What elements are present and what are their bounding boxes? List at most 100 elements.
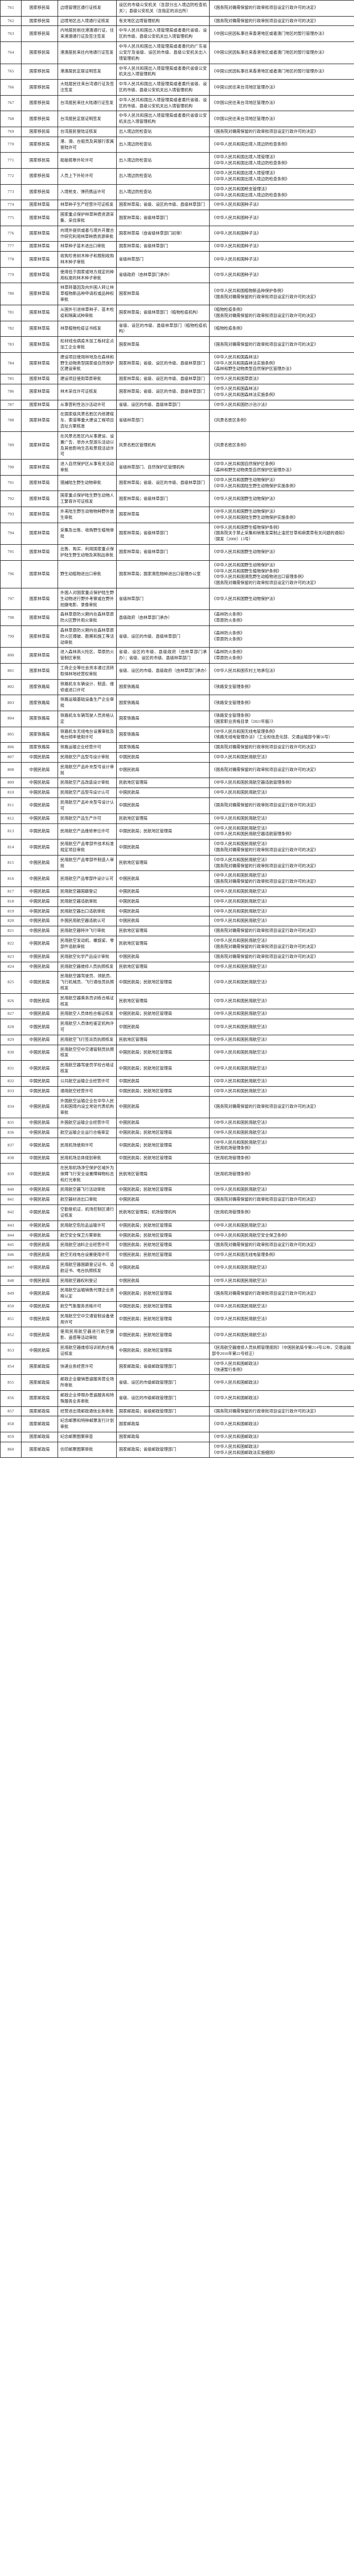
row-implementing-agency: 中国民航局 bbox=[21, 1009, 58, 1020]
legal-basis-line: 《中华人民共和国野生动物保护法》 bbox=[212, 477, 278, 482]
row-serial-number: 844 bbox=[0, 1230, 22, 1241]
table-row: 819 中国民航局 民用航空器出口适航审批 中国民航局 《中华人民共和国民用航空法》 bbox=[0, 906, 354, 917]
row-legal-basis: 《中华人民共和国民用航空法》 bbox=[209, 1301, 354, 1312]
legal-basis-line: 《国务院对确需保留的行政审批项目设定行政许可的决定》 bbox=[212, 928, 319, 934]
legal-basis-line: 《中华人民共和国民用航空法》 bbox=[212, 1139, 269, 1145]
row-serial-number: 781 bbox=[0, 304, 22, 321]
table-row: 790 国家林草局 进入自然保护区从事有关活动审批 省级林草部门、自然保护区管理机构《… bbox=[0, 459, 354, 476]
row-legal-basis: 《中华人民共和国民用航空法》 bbox=[209, 1034, 354, 1045]
table-row: 784 国家林草局 建设项目使用林地及在森林和野生动物类型国家级自然保护区建设审批国… bbox=[0, 352, 354, 375]
row-item-name: 快递业务经营许可 bbox=[58, 1358, 117, 1375]
row-serial-number: 771 bbox=[0, 152, 22, 169]
row-implementing-level: 中国民航局；民航地区管理局 bbox=[116, 1327, 210, 1344]
row-implementing-level: 中国民航局 bbox=[116, 896, 210, 907]
table-row: 840 中国民航局 民用航空器飞行活动审批 中国民航局；民航地区管理局 《中华人民共和国… bbox=[0, 1185, 354, 1196]
row-implementing-level: 省级林草部门 bbox=[116, 587, 210, 611]
legal-basis-line: 《中华人民共和国民用航空法》 bbox=[212, 790, 269, 795]
row-legal-basis: 《中华人民共和国种子法》 bbox=[209, 241, 354, 252]
row-serial-number: 825 bbox=[0, 971, 22, 994]
legal-basis-line: 《中华人民共和国无线电管理条例》 bbox=[212, 1252, 278, 1258]
legal-basis-line: 《中华人民共和国邮政法》 bbox=[212, 1360, 261, 1366]
legal-basis-line: 《中华人民共和国枪支管理法》 bbox=[212, 186, 269, 191]
legal-basis-line: 《中国公民因私事往来香港地区或者澳门地区的暂行管理办法》 bbox=[212, 68, 326, 74]
legal-basis-line: 《中华人民共和国农村土地承包法》 bbox=[212, 668, 278, 674]
row-implementing-agency: 中国民航局 bbox=[21, 1285, 58, 1302]
row-implementing-agency: 国家铁路局 bbox=[21, 742, 58, 753]
row-implementing-agency: 国家林草局 bbox=[21, 560, 58, 588]
row-implementing-level: 国家林草局；省级、设区的市级、县级林草部门 bbox=[116, 374, 210, 384]
table-row: 810 中国民航局 民用航空产品型号设计认可 中国民航局 《中华人民共和国民用航空法》 bbox=[0, 788, 354, 799]
row-implementing-agency: 中国民航局 bbox=[21, 1327, 58, 1344]
row-serial-number: 769 bbox=[0, 127, 22, 137]
row-serial-number: 767 bbox=[0, 95, 22, 112]
row-implementing-agency: 国家邮政局 bbox=[21, 1374, 58, 1391]
row-serial-number: 812 bbox=[0, 813, 22, 824]
row-serial-number: 845 bbox=[0, 1240, 22, 1251]
row-serial-number: 807 bbox=[0, 752, 22, 763]
legal-basis-line: 《国务院对确需保留的行政审批项目设定行政许可的决定》 bbox=[212, 744, 319, 750]
table-row: 844 中国民航局 航空安全保卫方案审批 中国民航局；民航地区管理局 《中华人民共和国民… bbox=[0, 1230, 354, 1241]
row-serial-number: 764 bbox=[0, 41, 22, 64]
row-implementing-level: 出入境边防检查站 bbox=[116, 127, 210, 137]
table-row: 778 国家林草局 收购珍贵树木种子和限制收购林木种子审批 省级林草部门 《中华人民共和… bbox=[0, 251, 354, 268]
row-item-name: 入境枪支、弹药携运许可 bbox=[58, 184, 117, 201]
row-item-name: 向境外提供或者与境外开展合作研究利用林草种质资源审批 bbox=[58, 225, 117, 242]
row-implementing-level: 县级政府（由林草部门承办） bbox=[116, 609, 210, 626]
row-implementing-level: 中国民航局 bbox=[116, 1076, 210, 1087]
legal-basis-line: 《中华人民共和国邮政法》 bbox=[212, 1434, 261, 1439]
row-implementing-agency: 中国民航局 bbox=[21, 1195, 58, 1206]
table-row: 847 中国民航局 民用航空器国籍登记证书、适航证书、电台执照核发 中国民航局 《中华人… bbox=[0, 1259, 354, 1276]
row-item-name: 民用航空器维修人员执照核发 bbox=[58, 961, 117, 972]
row-implementing-agency: 中国民航局 bbox=[21, 1311, 58, 1328]
row-item-name: 森林草原防火期内在森林草原防火区野外用火审批 bbox=[58, 609, 117, 626]
row-implementing-level: 中国民航局；民航地区管理局 bbox=[116, 1311, 210, 1328]
row-implementing-level: 国家林草局；省级林草部门 bbox=[116, 544, 210, 561]
row-serial-number: 802 bbox=[0, 679, 22, 696]
legal-basis-line: 《中华人民共和国出境入境管理法》 bbox=[212, 154, 278, 160]
row-item-name: 纪念邮票图案审查 bbox=[58, 1432, 117, 1442]
row-implementing-agency: 中国民航局 bbox=[21, 752, 58, 763]
row-item-name: 在国家级风景名胜区内修建缆车、索道等重大建设工程项目选址方案核准 bbox=[58, 409, 117, 432]
row-legal-basis: 《中华人民共和国民用航空法》 《国务院对确需保留的行政审批项目设定行政许可的决定》 bbox=[209, 854, 354, 872]
row-legal-basis: 《中华人民共和国民用航空法》 bbox=[209, 1019, 354, 1035]
row-serial-number: 778 bbox=[0, 251, 22, 268]
row-serial-number: 839 bbox=[0, 1162, 22, 1186]
row-implementing-level: 民航地区管理局 bbox=[116, 778, 210, 789]
row-legal-basis: 《中华人民共和国民用航空法》 bbox=[209, 896, 354, 907]
row-implementing-level: 国家林草局 bbox=[116, 336, 210, 353]
row-implementing-agency: 中国民航局 bbox=[21, 1153, 58, 1164]
table-row: 774 国家林草局 林草种子生产经营许可证核发 国家林草局；省级、设区的市级、县级林草… bbox=[0, 200, 354, 211]
table-row: 764 国家移民局 港澳居民来往内地通行证签发 中华人民共和国出入境管理局或者委托的广… bbox=[0, 41, 354, 64]
row-implementing-agency: 中国民航局 bbox=[21, 926, 58, 937]
row-implementing-level: 民航地区管理局 bbox=[116, 993, 210, 1010]
row-item-name: 民用航空化学产品设计审批 bbox=[58, 951, 117, 962]
row-item-name: 民用航空器驾驶员学校合格证核发 bbox=[58, 1060, 117, 1077]
table-row: 768 国家移民局 台湾居民定居证明签发 中华人民共和国出入境管理局或者委托省级公安机… bbox=[0, 111, 354, 127]
row-serial-number: 770 bbox=[0, 136, 22, 153]
table-row: 835 中国民航局 外国航空运输企业经营许可 中国民航局 《中华人民共和国民用航空法》 bbox=[0, 1117, 354, 1128]
row-item-name: 航空气象服务资格许可 bbox=[58, 1301, 117, 1312]
row-serial-number: 798 bbox=[0, 609, 22, 626]
legal-basis-line: 《中华人民共和国种子法》 bbox=[212, 256, 261, 262]
row-item-name: 野生动植物进出口审批 bbox=[58, 560, 117, 588]
row-serial-number: 776 bbox=[0, 225, 22, 242]
row-serial-number: 762 bbox=[0, 15, 22, 27]
row-implementing-agency: 国家林草局 bbox=[21, 625, 58, 648]
row-implementing-agency: 国家移民局 bbox=[21, 127, 58, 137]
row-implementing-agency: 国家林草局 bbox=[21, 267, 58, 284]
row-implementing-level: 国家林草局（由省级林草部门初审） bbox=[116, 225, 210, 242]
row-implementing-agency: 中国民航局 bbox=[21, 797, 58, 814]
table-row: 793 国家林草局 外来陆生野生动物物种野外放生审批 国家林草局 《中华人民共和国野生动… bbox=[0, 507, 354, 523]
row-serial-number: 785 bbox=[0, 374, 22, 384]
table-row: 846 中国民航局 航空无线电台设置使用许可 中国民航局；民航地区管理局 《中华人民共和… bbox=[0, 1250, 354, 1260]
row-serial-number: 850 bbox=[0, 1301, 22, 1312]
row-implementing-agency: 国家林草局 bbox=[21, 409, 58, 432]
row-item-name: 空勤登机证、机场控制区通行证核发 bbox=[58, 1204, 117, 1221]
row-item-name: 民用航空产品维修单位许可 bbox=[58, 823, 117, 840]
row-item-name: 外国航空运输企业在中华人民共和国境内设立常驻代表机构审批 bbox=[58, 1096, 117, 1118]
row-serial-number: 797 bbox=[0, 587, 22, 611]
row-implementing-agency: 国家林草局 bbox=[21, 663, 58, 680]
row-implementing-level: 国家邮政局；省级邮政管理部门 bbox=[116, 1358, 210, 1375]
row-item-name: 民用航空器出口适航审批 bbox=[58, 906, 117, 917]
row-implementing-agency: 国家林草局 bbox=[21, 336, 58, 353]
